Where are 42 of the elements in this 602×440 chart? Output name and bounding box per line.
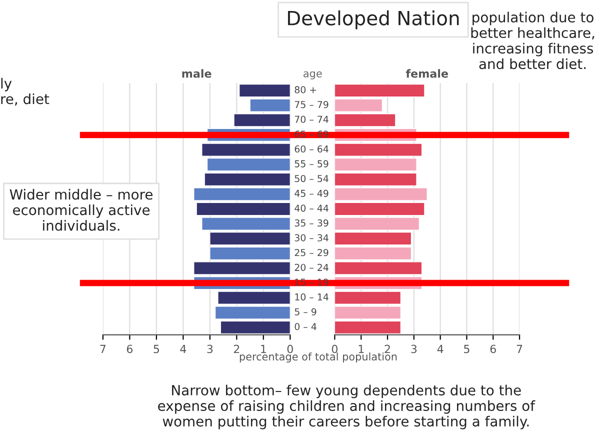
y-tick-label: 50 – 54 xyxy=(294,174,328,182)
x-tick-label: 3 xyxy=(411,344,417,354)
chart-title: male xyxy=(182,69,212,78)
x-tick-label: 2 xyxy=(384,344,390,354)
x-tick-label: 3 xyxy=(207,344,213,354)
x-tick-label: 5 xyxy=(154,344,159,354)
text: Narrow bottom– few young dependents due to the expense of raising children and increasing numbers of women putting their careers before starting a family. xyxy=(158,384,536,430)
y-tick-label: 70 – 74 xyxy=(294,116,328,123)
x-tick-label: 7 xyxy=(100,344,106,354)
x-axis-title: percentage of total population xyxy=(240,352,397,363)
y-tick-label: 20 – 24 xyxy=(294,264,328,271)
y-tick-label: 80 + xyxy=(294,86,316,94)
x-tick-label: 4 xyxy=(180,344,186,354)
y-tick-label: 25 – 29 xyxy=(294,249,328,256)
y-tick-label: 35 – 39 xyxy=(294,219,328,227)
y-axis-title: age xyxy=(304,71,322,80)
x-tick-label: 1 xyxy=(261,344,266,354)
x-tick-label: 4 xyxy=(437,344,444,354)
y-tick-label: 30 – 34 xyxy=(294,234,328,242)
y-tick-label: 60 – 64 xyxy=(294,145,328,153)
y-tick-label: 15 – 19 xyxy=(295,278,328,286)
x-tick-label: 5 xyxy=(464,344,470,354)
x-tick-label: 6 xyxy=(126,344,133,354)
y-tick-label: 65 – 69 xyxy=(294,130,328,138)
y-tick-label: 10 – 14 xyxy=(295,293,328,301)
x-tick-label: 1 xyxy=(358,344,364,354)
y-tick-label: 45 – 49 xyxy=(294,190,328,197)
chart-title: female xyxy=(406,69,448,78)
x-tick-label: 0 xyxy=(332,344,338,354)
text: Developed Nation xyxy=(288,10,459,30)
x-tick-label: 6 xyxy=(490,344,496,354)
x-tick-label: 7 xyxy=(516,344,522,354)
y-tick-label: 40 – 44 xyxy=(294,204,328,212)
x-tick-label: 2 xyxy=(234,344,240,354)
x-tick-label: 0 xyxy=(287,344,293,354)
y-tick-label: 5 – 9 xyxy=(294,308,316,316)
y-tick-label: 0 – 4 xyxy=(294,323,316,330)
annotation: Wider middle – more economically active individuals. xyxy=(10,188,152,231)
y-tick-label: 75 – 79 xyxy=(294,100,328,108)
y-tick-label: 55 – 59 xyxy=(294,160,328,168)
text: ly re, diet xyxy=(1,78,50,106)
text: population due to better healthcare, increasing fitness and better diet. xyxy=(471,12,594,70)
